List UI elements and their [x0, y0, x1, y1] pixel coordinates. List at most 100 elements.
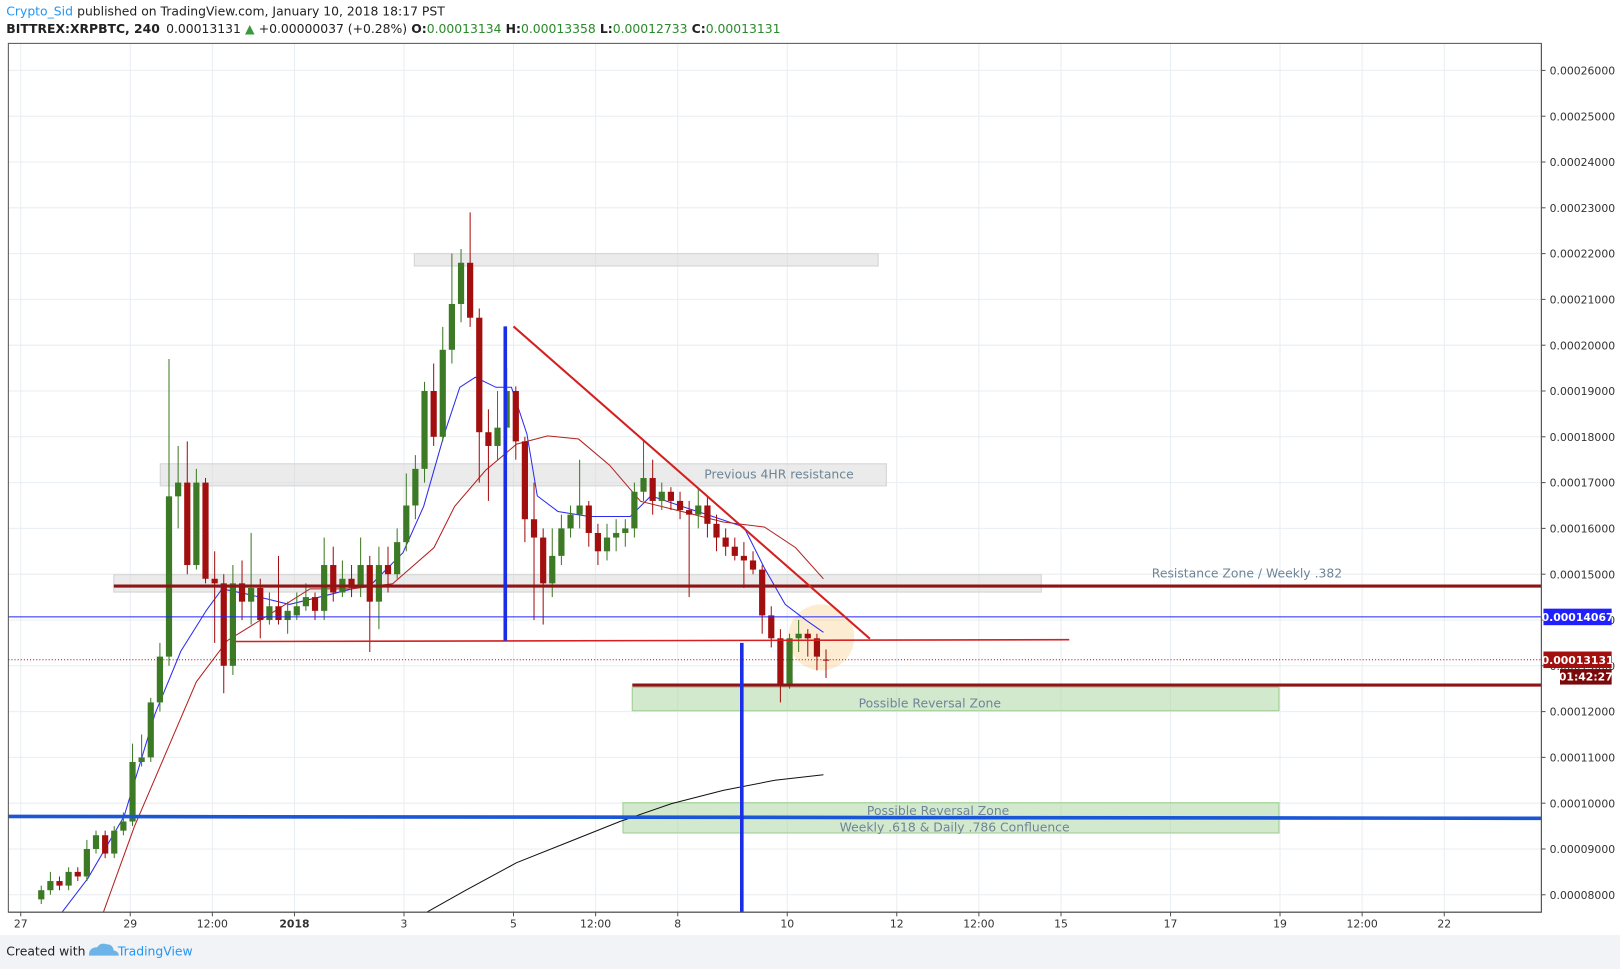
zone [631, 686, 1280, 712]
high: 0.00013358 [521, 21, 596, 36]
zone [413, 252, 879, 267]
candle-body [321, 565, 328, 611]
x-tick-label: 3 [401, 918, 408, 931]
candle-body [421, 390, 428, 469]
drawn-line [512, 325, 871, 640]
candle-body [430, 390, 437, 437]
candle-body [184, 482, 191, 566]
candle-body [631, 491, 638, 529]
countdown: 01:42:27 [1559, 670, 1613, 683]
y-tick-label: 0.00008000 [1550, 889, 1616, 902]
x-tick-label: 12:00 [580, 918, 611, 931]
candle-body [649, 478, 656, 501]
candle-body [357, 565, 364, 588]
footer-brand[interactable]: TradingView [117, 944, 193, 959]
zone [113, 574, 1042, 593]
candle-body [165, 496, 173, 657]
y-tick-label: 0.00025000 [1550, 110, 1616, 123]
candle-body [549, 555, 556, 584]
axes: 0.00008000 0.00009000 0.00010000 0.00011000… [14, 65, 1615, 931]
candle-body [822, 659, 830, 661]
candle-body [704, 505, 711, 524]
x-tick-label: 22 [1437, 918, 1451, 931]
x-tick-label: 17 [1164, 918, 1178, 931]
candle-body [229, 583, 236, 666]
candle-body [74, 871, 81, 877]
annotation: Possible Reversal Zone [867, 803, 1009, 818]
candle-body [768, 615, 775, 639]
candle-body [813, 638, 821, 657]
indicator-line [426, 774, 824, 913]
y-tick-label: 0.00021000 [1550, 294, 1616, 307]
last: 0.00013131 [166, 21, 241, 36]
footer-bar [0, 934, 1620, 969]
annotation: Resistance Zone / Weekly .382 [1152, 565, 1342, 580]
x-tick-label: 12 [890, 918, 904, 931]
close: 0.00013131 [706, 21, 781, 36]
annotation: Possible Reversal Zone [859, 696, 1001, 711]
candle-body [749, 560, 757, 570]
candle-body [129, 761, 136, 822]
candle-body [658, 491, 665, 501]
y-tick-label: 0.00024000 [1550, 156, 1616, 169]
candle-body [686, 510, 693, 515]
candle-body [804, 633, 811, 639]
candle-body [740, 555, 747, 561]
candle-body [530, 519, 538, 538]
candle-body [494, 427, 501, 446]
x-tick-label: 12:00 [197, 918, 228, 931]
candle-body [795, 633, 802, 639]
candle-body [257, 587, 264, 620]
candle-body [485, 432, 492, 446]
candle-body [722, 537, 729, 547]
candle-body [695, 505, 702, 515]
y-tick-label: 0.00019000 [1550, 385, 1616, 398]
candle-body [138, 757, 145, 762]
annotation: Weekly .618 & Daily .786 Confluence [840, 820, 1070, 835]
price-label: 0.00014067 [1542, 611, 1614, 624]
candle-body [211, 578, 218, 584]
candle-body [667, 491, 675, 501]
candle-body [375, 565, 383, 602]
candle-body [448, 303, 455, 350]
candle-body [521, 441, 528, 520]
y-tick-label: 0.00026000 [1550, 65, 1616, 78]
candle-body [603, 537, 611, 552]
tv-logo[interactable] [88, 943, 119, 956]
candle-body [512, 390, 519, 442]
y-tick-label: 0.00016000 [1550, 523, 1616, 536]
candle-body [175, 482, 182, 497]
candle-body [65, 871, 72, 886]
candle-body [439, 349, 446, 437]
candle-body [585, 505, 592, 533]
candle-body [248, 587, 255, 602]
candle-body [567, 514, 574, 529]
candle-body [147, 702, 154, 758]
x-tick-label: 12:00 [963, 918, 994, 931]
y-tick-label: 0.00023000 [1550, 202, 1616, 215]
highlight [788, 604, 855, 671]
y-tick-label: 0.00017000 [1550, 477, 1616, 490]
candle-body [467, 262, 474, 318]
x-tick-label: 10 [780, 918, 794, 931]
candle-body [576, 505, 583, 515]
candle-body [366, 565, 373, 602]
author[interactable]: Crypto_Sid [6, 3, 73, 18]
x-tick-label: 15 [1054, 918, 1068, 931]
candle-body [594, 532, 602, 552]
candle-body [238, 583, 246, 602]
candle-body [193, 482, 200, 566]
candle-body [92, 835, 100, 849]
x-tick-label: 27 [14, 918, 28, 931]
candle-body [558, 528, 565, 556]
drawn-line [8, 814, 1542, 821]
y-tick-label: 0.00018000 [1550, 431, 1616, 444]
x-tick-label: 12:00 [1347, 918, 1378, 931]
y-tick-label: 0.00009000 [1550, 843, 1616, 856]
candle-body [348, 578, 355, 588]
candle-body [403, 505, 410, 543]
arrow: ▲ [245, 21, 255, 36]
y-tick-label: 0.00010000 [1550, 797, 1616, 810]
candle-body [540, 537, 547, 584]
